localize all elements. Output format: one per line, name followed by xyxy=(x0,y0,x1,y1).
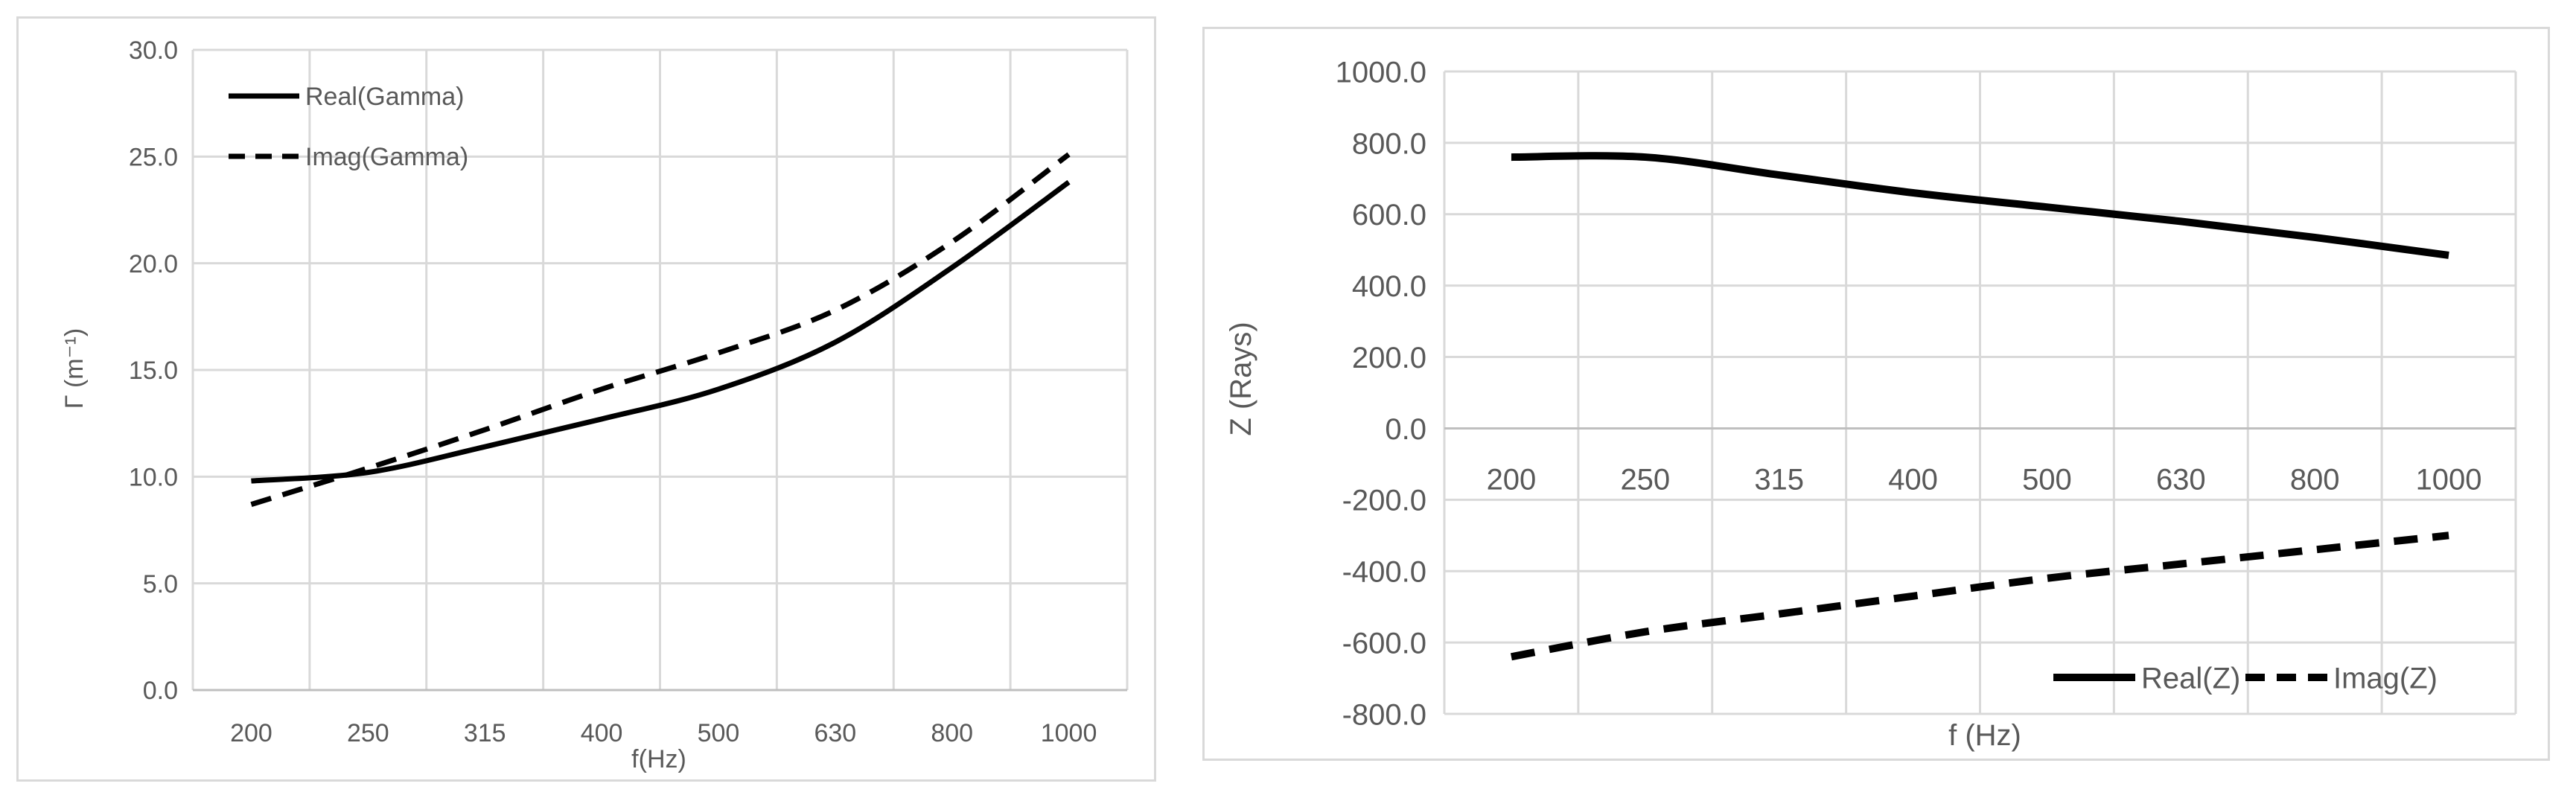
x-tick-label: 400 xyxy=(581,719,623,747)
y-tick-label: 25.0 xyxy=(129,144,178,172)
impedance-chart: -800.0 -600.0 -400.0 -200.0 0.0 200.0 400.0 600… xyxy=(1225,56,2517,752)
y-tick-label: 10.0 xyxy=(129,464,178,492)
legend-label-1: Imag(Z) xyxy=(2333,662,2438,695)
y-tick-label: 1000.0 xyxy=(1336,56,1426,89)
y-tick-label: 800.0 xyxy=(1352,127,1426,160)
gamma-chart: 0.0 5.0 10.0 15.0 20.0 25.0 30.0 200 250 315 400 50… xyxy=(60,36,1129,773)
y-tick-label: 600.0 xyxy=(1352,199,1426,232)
x-tick-label: 630 xyxy=(814,719,856,747)
y-axis-title: Z (Rays) xyxy=(1225,322,1257,435)
x-tick-label: 500 xyxy=(698,719,740,747)
x-tick-label: 250 xyxy=(1620,463,1670,496)
x-tick-label: 250 xyxy=(347,719,389,747)
y-tick-label: 200.0 xyxy=(1352,342,1426,374)
y-tick-label: 400.0 xyxy=(1352,270,1426,303)
x-tick-label: 315 xyxy=(1754,463,1804,496)
x-tick-label: 1000 xyxy=(2416,463,2482,496)
x-tick-label: 800 xyxy=(2290,463,2340,496)
y-tick-label: 0.0 xyxy=(1385,413,1426,446)
x-tick-label: 400 xyxy=(1888,463,1938,496)
legend-label-1: Imag(Gamma) xyxy=(305,143,468,171)
x-tick-label: 800 xyxy=(931,719,973,747)
y-tick-label: 15.0 xyxy=(129,357,178,385)
y-tick-label: 0.0 xyxy=(143,677,178,705)
legend-label-0: Real(Gamma) xyxy=(305,83,464,111)
x-axis-title: f(Hz) xyxy=(631,745,686,773)
series-line-0 xyxy=(251,179,1071,484)
series-line-0 xyxy=(1511,152,2449,259)
y-tick-label: 20.0 xyxy=(129,250,178,278)
x-tick-label: 200 xyxy=(1487,463,1537,496)
x-tick-label: 630 xyxy=(2156,463,2206,496)
chart-panel-gamma: 0.0 5.0 10.0 15.0 20.0 25.0 30.0 200 250 315 400 50… xyxy=(16,16,1156,782)
y-tick-label: 30.0 xyxy=(129,36,178,65)
y-tick-label: -800.0 xyxy=(1342,698,1426,731)
x-tick-label: 315 xyxy=(464,719,506,747)
y-tick-label: -400.0 xyxy=(1342,556,1426,589)
y-tick-label: -600.0 xyxy=(1342,628,1426,660)
series-line-1 xyxy=(1511,532,2449,661)
legend-label-0: Real(Z) xyxy=(2141,662,2240,695)
x-axis-title: f (Hz) xyxy=(1948,719,2021,752)
chart-panel-impedance: -800.0 -600.0 -400.0 -200.0 0.0 200.0 400.0 600… xyxy=(1202,27,2550,761)
y-axis-title: Γ (m⁻¹) xyxy=(60,328,89,409)
x-tick-label: 500 xyxy=(2022,463,2072,496)
series-line-1 xyxy=(250,152,1071,507)
y-tick-label: 5.0 xyxy=(143,570,178,598)
x-tick-label: 1000 xyxy=(1041,719,1097,747)
y-tick-label: -200.0 xyxy=(1342,485,1426,517)
x-tick-label: 200 xyxy=(230,719,272,747)
